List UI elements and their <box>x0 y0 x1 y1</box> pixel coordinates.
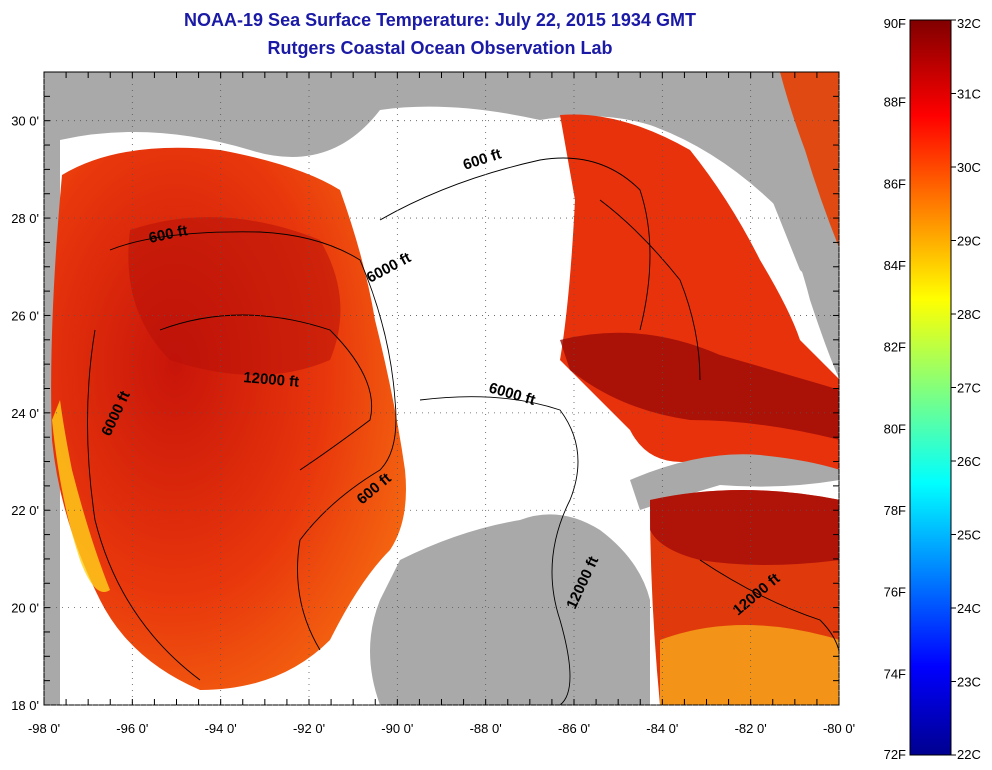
y-tick-label: 18 0' <box>11 698 39 713</box>
x-tick-label: -86 0' <box>558 721 590 736</box>
depth-contours <box>87 157 839 705</box>
colorbar-c-label: 27C <box>957 381 981 396</box>
sst-atlantic <box>780 72 839 248</box>
map-subtitle: Rutgers Coastal Ocean Observation Lab <box>267 38 613 58</box>
map-title: NOAA-19 Sea Surface Temperature: July 22… <box>184 10 696 30</box>
x-tick-label: -96 0' <box>116 721 148 736</box>
colorbar-c-label: 31C <box>957 87 981 102</box>
sst-caribbean-yellow <box>660 625 839 705</box>
colorbar-f-label: 72F <box>884 747 906 762</box>
colorbar-f-label: 80F <box>884 421 906 436</box>
x-tick-label: -84 0' <box>646 721 678 736</box>
colorbar-c-label: 26C <box>957 454 981 469</box>
sst-west-hot <box>128 217 341 375</box>
colorbar-c-label: 24C <box>957 601 981 616</box>
colorbar-f-label: 82F <box>884 340 906 355</box>
y-tick-label: 22 0' <box>11 503 39 518</box>
x-tick-label: -82 0' <box>735 721 767 736</box>
colorbar-c-label: 23C <box>957 675 981 690</box>
colorbar-c-label: 25C <box>957 528 981 543</box>
axis-ticks: -98 0' -96 0' -94 0' -92 0' -90 0' -88 0' -86 … <box>11 71 855 736</box>
sst-east-hot <box>560 332 839 440</box>
colorbar <box>909 19 952 756</box>
colorbar-labels: 90F 88F 86F 84F 82F 80F 78F 76F 74F 72F 32C 31C 30C 2… <box>884 16 981 762</box>
x-tick-label: -98 0' <box>28 721 60 736</box>
y-tick-label: 30 0' <box>11 114 39 129</box>
colorbar-f-label: 78F <box>884 503 906 518</box>
y-tick-label: 26 0' <box>11 308 39 323</box>
colorbar-c-label: 32C <box>957 16 981 31</box>
yucatan-land <box>370 514 650 705</box>
depth-label-group: 600 ft 600 ft 600 ft 6000 ft 6000 ft 600… <box>98 146 783 620</box>
x-tick-label: -92 0' <box>293 721 325 736</box>
colorbar-c-label: 22C <box>957 747 981 762</box>
sst-coast-yellow <box>52 400 110 592</box>
x-tick-label: -80 0' <box>823 721 855 736</box>
x-tick-label: -90 0' <box>381 721 413 736</box>
colorbar-f-label: 76F <box>884 585 906 600</box>
colorbar-f-label: 74F <box>884 666 906 681</box>
colorbar-c-label: 29C <box>957 234 981 249</box>
colorbar-c-label: 28C <box>957 307 981 322</box>
colorbar-f-label: 90F <box>884 16 906 31</box>
x-tick-label: -88 0' <box>470 721 502 736</box>
colorbar-f-label: 84F <box>884 258 906 273</box>
map-canvas <box>44 72 839 705</box>
colorbar-c-label: 30C <box>957 160 981 175</box>
sst-caribbean-hot <box>650 490 839 565</box>
x-tick-label: -94 0' <box>205 721 237 736</box>
depth-label-12000-west: 12000 ft <box>243 369 300 391</box>
y-tick-label: 24 0' <box>11 406 39 421</box>
y-tick-label: 20 0' <box>11 601 39 616</box>
colorbar-f-label: 88F <box>884 95 906 110</box>
y-tick-label: 28 0' <box>11 211 39 226</box>
colorbar-f-label: 86F <box>884 176 906 191</box>
